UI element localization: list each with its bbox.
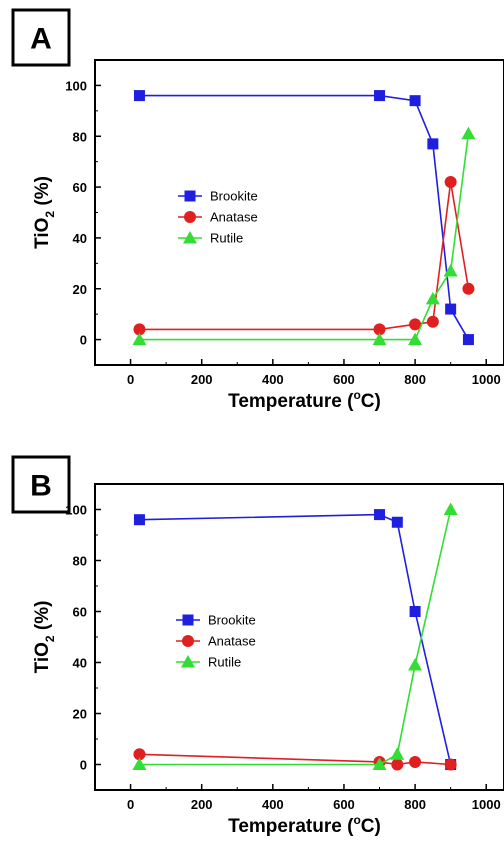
legend-marker-brookite: [182, 614, 194, 626]
legend-marker-anatase: [182, 635, 194, 647]
series-anatase: [133, 176, 475, 336]
y-tick-label: 40: [73, 656, 87, 671]
data-point-brookite: [374, 509, 386, 521]
x-tick-label: 0: [127, 372, 134, 387]
y-tick-label: 80: [73, 129, 87, 144]
y-tick-label: 80: [73, 554, 87, 569]
data-point-rutile: [408, 658, 423, 671]
x-tick-label: 800: [404, 372, 426, 387]
series-anatase: [133, 748, 457, 771]
legend-marker-anatase: [184, 211, 196, 223]
legend: Brookite Anatase Rutile: [178, 189, 258, 246]
plot-frame: [94, 59, 504, 366]
panel-label: A: [30, 23, 52, 56]
x-tick-label: 1000: [472, 797, 501, 812]
series-brookite: [133, 90, 474, 346]
x-tick-label: 400: [262, 372, 284, 387]
y-tick-label: 60: [73, 180, 87, 195]
legend: Brookite Anatase Rutile: [176, 613, 256, 670]
data-point-rutile: [390, 747, 405, 760]
x-tick-label: 200: [191, 372, 213, 387]
data-point-anatase: [444, 176, 457, 188]
x-axis-label: Temperature (oC): [228, 388, 381, 412]
legend-marker-rutile: [183, 231, 197, 244]
x-tick-label: 600: [333, 372, 355, 387]
y-tick-label: 100: [65, 503, 87, 518]
data-point-rutile: [408, 332, 423, 346]
y-tick-label: 100: [65, 78, 87, 93]
data-point-brookite: [133, 90, 145, 102]
legend-label-rutile: Rutile: [208, 655, 241, 670]
series-rutile: [132, 126, 476, 346]
data-point-anatase: [373, 323, 386, 336]
legend-label-anatase: Anatase: [210, 210, 258, 225]
panel-label-box: [11, 455, 71, 514]
data-point-brookite: [462, 334, 474, 346]
data-point-brookite: [445, 303, 457, 315]
legend-label-brookite: Brookite: [208, 613, 256, 628]
data-point-rutile: [425, 291, 440, 305]
plot-frame: [94, 483, 504, 791]
legend-label-brookite: Brookite: [210, 189, 258, 204]
y-tick-label: 20: [73, 707, 87, 722]
data-point-rutile: [372, 332, 387, 346]
data-point-rutile: [132, 332, 147, 346]
panel-label-box: [11, 8, 71, 67]
data-point-anatase: [426, 315, 439, 328]
data-point-rutile: [443, 263, 458, 277]
y-axis-label: TiO2 (%): [32, 601, 57, 674]
legend-label-rutile: Rutile: [210, 231, 243, 246]
legend-label-anatase: Anatase: [208, 634, 256, 649]
data-point-anatase: [444, 758, 457, 771]
data-point-brookite: [409, 606, 421, 617]
legend-marker-brookite: [184, 190, 196, 202]
data-point-rutile: [132, 757, 147, 770]
y-axis-label: TiO2 (%): [32, 176, 57, 249]
series-line-anatase: [139, 181, 470, 331]
x-tick-label: 1000: [472, 372, 501, 387]
data-point-anatase: [462, 282, 475, 295]
legend-marker-rutile: [181, 655, 195, 668]
data-point-anatase: [133, 748, 146, 761]
y-tick-label: 60: [73, 605, 87, 620]
data-point-anatase: [409, 755, 422, 768]
data-point-brookite: [374, 90, 386, 102]
x-tick-label: 200: [191, 797, 213, 812]
data-point-anatase: [409, 318, 422, 331]
y-tick-label: 0: [80, 758, 87, 773]
y-tick-label: 20: [73, 282, 87, 297]
chart-panel-a: A 0 200 400 600 800 1000 0 20 40 60 80 100 Temperatur…: [11, 8, 504, 412]
x-tick-label: 400: [262, 797, 284, 812]
data-point-anatase: [133, 323, 146, 336]
data-point-rutile: [443, 502, 458, 515]
y-tick-label: 0: [80, 333, 87, 348]
x-tick-label: 0: [127, 797, 134, 812]
data-point-brookite: [427, 138, 439, 150]
data-point-brookite: [409, 95, 421, 107]
x-tick-label: 600: [333, 797, 355, 812]
data-point-anatase: [391, 758, 404, 771]
data-point-brookite: [391, 516, 403, 528]
panel-label: B: [30, 470, 52, 503]
x-tick-label: 800: [404, 797, 426, 812]
x-axis-label: Temperature (oC): [228, 813, 381, 837]
series-rutile: [132, 502, 458, 770]
data-point-rutile: [372, 757, 387, 770]
series-line-rutile: [139, 133, 470, 341]
chart-panel-b: B 0 200 400 600 800 1000 0 20 40 60 80 100 Temperatur…: [11, 455, 504, 837]
y-tick-label: 40: [73, 231, 87, 246]
data-point-brookite: [133, 514, 145, 526]
data-point-rutile: [461, 126, 476, 140]
